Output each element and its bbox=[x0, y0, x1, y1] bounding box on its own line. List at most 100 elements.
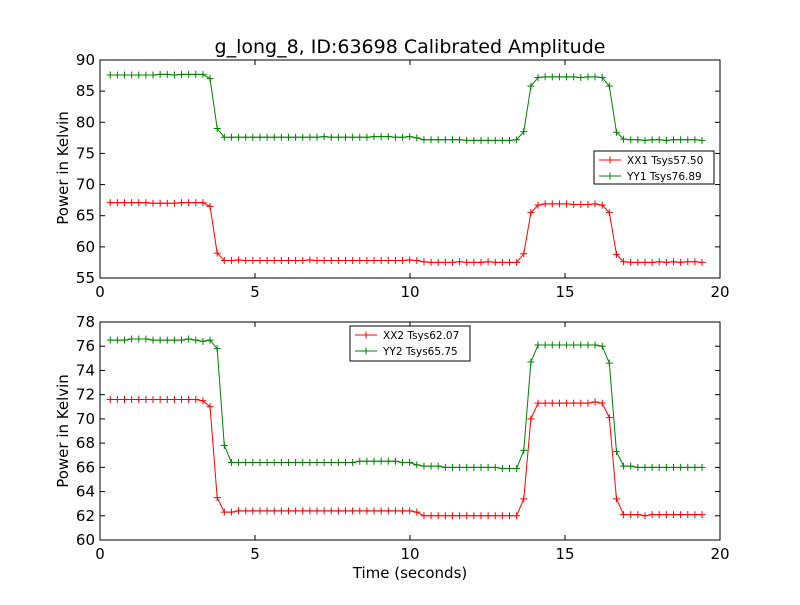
data-point bbox=[534, 341, 542, 349]
data-point bbox=[206, 403, 214, 411]
data-point bbox=[149, 396, 157, 404]
data-point bbox=[170, 199, 178, 207]
data-point bbox=[292, 458, 300, 466]
legend-marker bbox=[362, 347, 370, 355]
data-point bbox=[142, 71, 150, 79]
data-point bbox=[612, 250, 620, 258]
data-point bbox=[498, 136, 506, 144]
data-point bbox=[513, 258, 521, 266]
data-point bbox=[605, 414, 613, 422]
legend-label: XX2 Tsys62.07 bbox=[383, 330, 459, 342]
data-point bbox=[491, 512, 499, 520]
data-point bbox=[284, 458, 292, 466]
data-point bbox=[363, 257, 371, 265]
y-tick-label: 64 bbox=[76, 483, 95, 501]
data-point bbox=[477, 463, 485, 471]
data-point bbox=[470, 512, 478, 520]
data-point bbox=[584, 73, 592, 81]
data-point bbox=[555, 73, 563, 81]
data-point bbox=[170, 336, 178, 344]
data-point bbox=[163, 70, 171, 78]
data-point bbox=[192, 70, 200, 78]
data-point bbox=[277, 458, 285, 466]
data-point bbox=[149, 336, 157, 344]
data-point bbox=[491, 136, 499, 144]
data-point bbox=[349, 133, 357, 141]
x-tick-label: 5 bbox=[250, 545, 260, 563]
legend-label: YY1 Tsys76.89 bbox=[626, 171, 702, 183]
data-point bbox=[192, 396, 200, 404]
data-point bbox=[149, 199, 157, 207]
data-point bbox=[591, 73, 599, 81]
data-point bbox=[470, 463, 478, 471]
data-point bbox=[249, 458, 257, 466]
x-tick-label: 15 bbox=[555, 545, 574, 563]
data-point bbox=[441, 463, 449, 471]
data-point bbox=[128, 199, 136, 207]
y-tick-label: 80 bbox=[76, 113, 95, 131]
data-point bbox=[434, 136, 442, 144]
data-point bbox=[648, 511, 656, 519]
data-point bbox=[448, 512, 456, 520]
data-point bbox=[662, 463, 670, 471]
data-point bbox=[498, 258, 506, 266]
data-point bbox=[456, 258, 464, 266]
series-line-1 bbox=[110, 202, 703, 263]
data-point bbox=[213, 345, 221, 353]
data-point bbox=[577, 341, 585, 349]
data-point bbox=[484, 512, 492, 520]
legend-label: XX1 Tsys57.50 bbox=[627, 155, 703, 167]
x-tick-label: 5 bbox=[250, 283, 260, 301]
data-point bbox=[627, 511, 635, 519]
data-point bbox=[520, 495, 528, 503]
data-point bbox=[128, 396, 136, 404]
data-point bbox=[584, 201, 592, 209]
y-tick-label: 76 bbox=[76, 337, 95, 355]
data-point bbox=[427, 512, 435, 520]
data-point bbox=[227, 133, 235, 141]
data-point bbox=[470, 136, 478, 144]
data-point bbox=[527, 209, 535, 217]
data-point bbox=[356, 133, 364, 141]
data-point bbox=[377, 457, 385, 465]
data-point bbox=[120, 396, 128, 404]
data-point bbox=[292, 133, 300, 141]
data-point bbox=[363, 507, 371, 515]
subplot-2: 0 5 10 15 20 60 62 64 66 68 70 72 74 76 78 XX2 Tsys62.0… bbox=[76, 313, 730, 563]
data-point bbox=[391, 507, 399, 515]
data-point bbox=[584, 341, 592, 349]
data-point bbox=[434, 462, 442, 470]
data-point bbox=[427, 462, 435, 470]
data-point bbox=[627, 136, 635, 144]
data-point bbox=[270, 507, 278, 515]
data-point bbox=[142, 335, 150, 343]
x-tick-label: 15 bbox=[555, 283, 574, 301]
y-tick-label: 60 bbox=[76, 238, 95, 256]
data-point bbox=[484, 463, 492, 471]
data-point bbox=[292, 507, 300, 515]
data-point bbox=[220, 442, 228, 450]
data-point bbox=[641, 258, 649, 266]
data-point bbox=[178, 396, 186, 404]
x-axis-label: Time (seconds) bbox=[352, 564, 468, 582]
data-point bbox=[220, 133, 228, 141]
data-point bbox=[284, 257, 292, 265]
data-point bbox=[620, 135, 628, 143]
data-point bbox=[242, 507, 250, 515]
data-point bbox=[334, 257, 342, 265]
data-point bbox=[634, 136, 642, 144]
legend-box bbox=[349, 325, 471, 362]
data-point bbox=[192, 199, 200, 207]
data-point bbox=[448, 258, 456, 266]
data-point bbox=[263, 133, 271, 141]
data-point bbox=[563, 73, 571, 81]
data-point bbox=[306, 256, 314, 264]
data-point bbox=[591, 398, 599, 406]
data-point bbox=[413, 134, 421, 142]
data-point bbox=[327, 133, 335, 141]
data-point bbox=[199, 337, 207, 345]
data-point bbox=[620, 258, 628, 266]
data-point bbox=[534, 201, 542, 209]
data-point bbox=[555, 399, 563, 407]
data-point bbox=[270, 458, 278, 466]
